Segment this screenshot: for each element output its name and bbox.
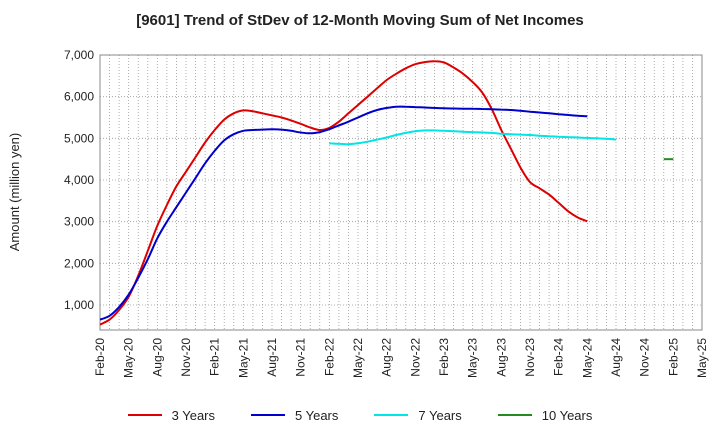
x-tick-label: Aug-21 bbox=[265, 338, 279, 377]
series-line-7-years bbox=[329, 129, 617, 146]
x-tick-label: May-25 bbox=[695, 338, 709, 378]
x-tick-label: Nov-22 bbox=[408, 338, 422, 377]
y-tick-label: 6,000 bbox=[64, 90, 94, 104]
x-tick-label: Feb-25 bbox=[666, 338, 680, 376]
x-tick-label: Nov-24 bbox=[638, 338, 652, 377]
x-tick-label: Aug-20 bbox=[150, 338, 164, 377]
legend: 3 Years 5 Years 7 Years 10 Years bbox=[0, 404, 720, 426]
y-tick-label: 7,000 bbox=[64, 48, 94, 62]
legend-label: 7 Years bbox=[418, 407, 462, 423]
x-tick-label: Aug-24 bbox=[609, 338, 623, 377]
grid-layer bbox=[100, 55, 702, 330]
chart-title: [9601] Trend of StDev of 12-Month Moving… bbox=[136, 12, 584, 29]
y-tick-label: 5,000 bbox=[64, 131, 94, 145]
legend-item: 3 Years bbox=[127, 404, 215, 426]
legend-swatch bbox=[127, 414, 162, 416]
legend-label: 10 Years bbox=[541, 407, 593, 423]
x-tick-label: Aug-23 bbox=[494, 338, 508, 377]
x-tick-label: May-23 bbox=[466, 338, 480, 378]
x-tick-label: Nov-20 bbox=[179, 338, 193, 377]
x-tick-label: Nov-23 bbox=[523, 338, 537, 377]
legend-item: 7 Years bbox=[374, 404, 462, 426]
x-tick-label: Feb-20 bbox=[93, 338, 107, 376]
y-tick-label: 1,000 bbox=[64, 298, 94, 312]
x-tick-label: Aug-22 bbox=[380, 338, 394, 377]
legend-swatch bbox=[497, 414, 532, 416]
legend-swatch bbox=[374, 414, 409, 416]
series-line-3-years bbox=[100, 60, 588, 326]
y-axis-label: Amount (million yen) bbox=[7, 133, 22, 252]
x-tick-label: Nov-21 bbox=[294, 338, 308, 377]
legend-item: 5 Years bbox=[251, 404, 338, 426]
legend-item: 10 Years bbox=[497, 404, 593, 426]
x-tick-label: Feb-22 bbox=[322, 338, 336, 376]
x-axis-ticks: Feb-20 May-20 Aug-20 Nov-20 Feb-21 May-21 Aug-… bbox=[93, 338, 709, 378]
x-tick-label: Feb-24 bbox=[552, 338, 566, 376]
series-layer bbox=[100, 60, 674, 326]
legend-label: 3 Years bbox=[171, 407, 215, 423]
y-tick-label: 4,000 bbox=[64, 173, 94, 187]
x-tick-label: May-22 bbox=[351, 338, 365, 378]
x-tick-label: May-20 bbox=[122, 338, 136, 378]
y-tick-label: 2,000 bbox=[64, 256, 94, 270]
series-line-5-years bbox=[100, 105, 588, 321]
legend-label: 5 Years bbox=[295, 407, 339, 423]
y-tick-label: 3,000 bbox=[64, 215, 94, 229]
x-tick-label: May-21 bbox=[236, 338, 250, 378]
y-axis-ticks: 1,000 2,000 3,000 4,000 5,000 6,000 7,000 bbox=[64, 48, 94, 312]
x-tick-label: Feb-21 bbox=[208, 338, 222, 376]
x-tick-label: May-24 bbox=[580, 338, 594, 378]
plot-frame bbox=[99, 54, 703, 331]
legend-swatch bbox=[251, 414, 285, 416]
x-tick-label: Feb-23 bbox=[437, 338, 451, 376]
